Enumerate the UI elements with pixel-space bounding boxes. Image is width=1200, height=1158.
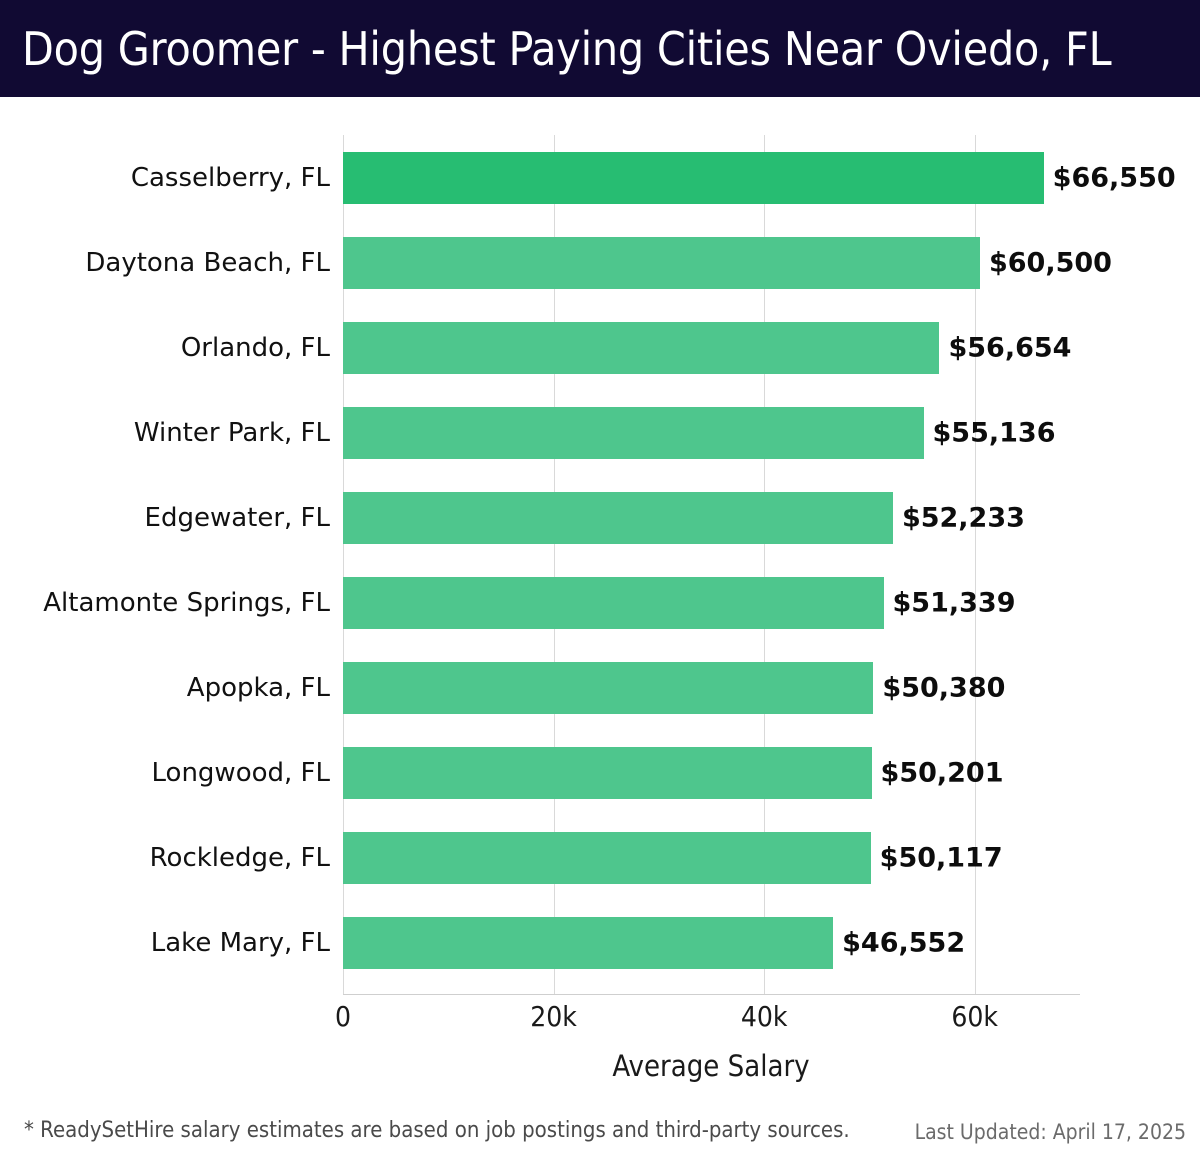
chart-title-bar: Dog Groomer - Highest Paying Cities Near…: [0, 0, 1200, 97]
page-title: Dog Groomer - Highest Paying Cities Near…: [22, 21, 1112, 76]
bar-row: Edgewater, FL $52,233: [0, 475, 1200, 560]
bar[interactable]: [343, 321, 940, 374]
bar-value-label: $50,201: [880, 757, 1004, 788]
bar[interactable]: [343, 151, 1044, 204]
bar[interactable]: [343, 491, 893, 544]
category-label: Orlando, FL: [180, 332, 330, 363]
bar-row: Longwood, FL $50,201: [0, 730, 1200, 815]
bar[interactable]: [343, 916, 834, 969]
category-label: Longwood, FL: [151, 757, 330, 788]
bar[interactable]: [343, 661, 874, 714]
bar-row: Apopka, FL $50,380: [0, 645, 1200, 730]
bar[interactable]: [343, 831, 871, 884]
bar[interactable]: [343, 236, 980, 289]
bar-value-label: $55,136: [932, 417, 1056, 448]
bar-value-label: $50,117: [879, 842, 1003, 873]
category-label: Lake Mary, FL: [150, 927, 330, 958]
x-axis-title: Average Salary: [612, 1049, 810, 1083]
bar-row: Orlando, FL $56,654: [0, 305, 1200, 390]
bar[interactable]: [343, 406, 924, 459]
chart-plot-area: 0 20k 40k 60k Casselberry, FL $66,550 Daytona…: [0, 97, 1200, 1083]
bar-value-label: $46,552: [842, 927, 966, 958]
bar-series: Casselberry, FL $66,550 Daytona Beach, FL $…: [0, 97, 1200, 1062]
bar-row: Rockledge, FL $50,117: [0, 815, 1200, 900]
category-label: Apopka, FL: [186, 672, 330, 703]
bar-value-label: $52,233: [901, 502, 1025, 533]
bar-row: Daytona Beach, FL $60,500: [0, 220, 1200, 305]
footer-last-updated: Last Updated: April 17, 2025: [914, 1120, 1186, 1144]
bar-value-label: $50,380: [882, 672, 1006, 703]
chart-footer: * ReadySetHire salary estimates are base…: [0, 1104, 1200, 1158]
bar[interactable]: [343, 746, 872, 799]
bar-row: Casselberry, FL $66,550: [0, 135, 1200, 220]
bar-value-label: $56,654: [948, 332, 1072, 363]
category-label: Rockledge, FL: [149, 842, 330, 873]
category-label: Daytona Beach, FL: [85, 247, 330, 278]
bar-value-label: $51,339: [892, 587, 1016, 618]
bar-value-label: $60,500: [988, 247, 1112, 278]
category-label: Winter Park, FL: [133, 417, 330, 448]
bar-row: Lake Mary, FL $46,552: [0, 900, 1200, 985]
category-label: Altamonte Springs, FL: [43, 587, 330, 618]
bar-row: Winter Park, FL $55,136: [0, 390, 1200, 475]
bar-row: Altamonte Springs, FL $51,339: [0, 560, 1200, 645]
bar[interactable]: [343, 576, 884, 629]
footer-disclaimer: * ReadySetHire salary estimates are base…: [24, 1118, 850, 1143]
bar-value-label: $66,550: [1052, 162, 1176, 193]
category-label: Edgewater, FL: [144, 502, 330, 533]
category-label: Casselberry, FL: [130, 162, 330, 193]
